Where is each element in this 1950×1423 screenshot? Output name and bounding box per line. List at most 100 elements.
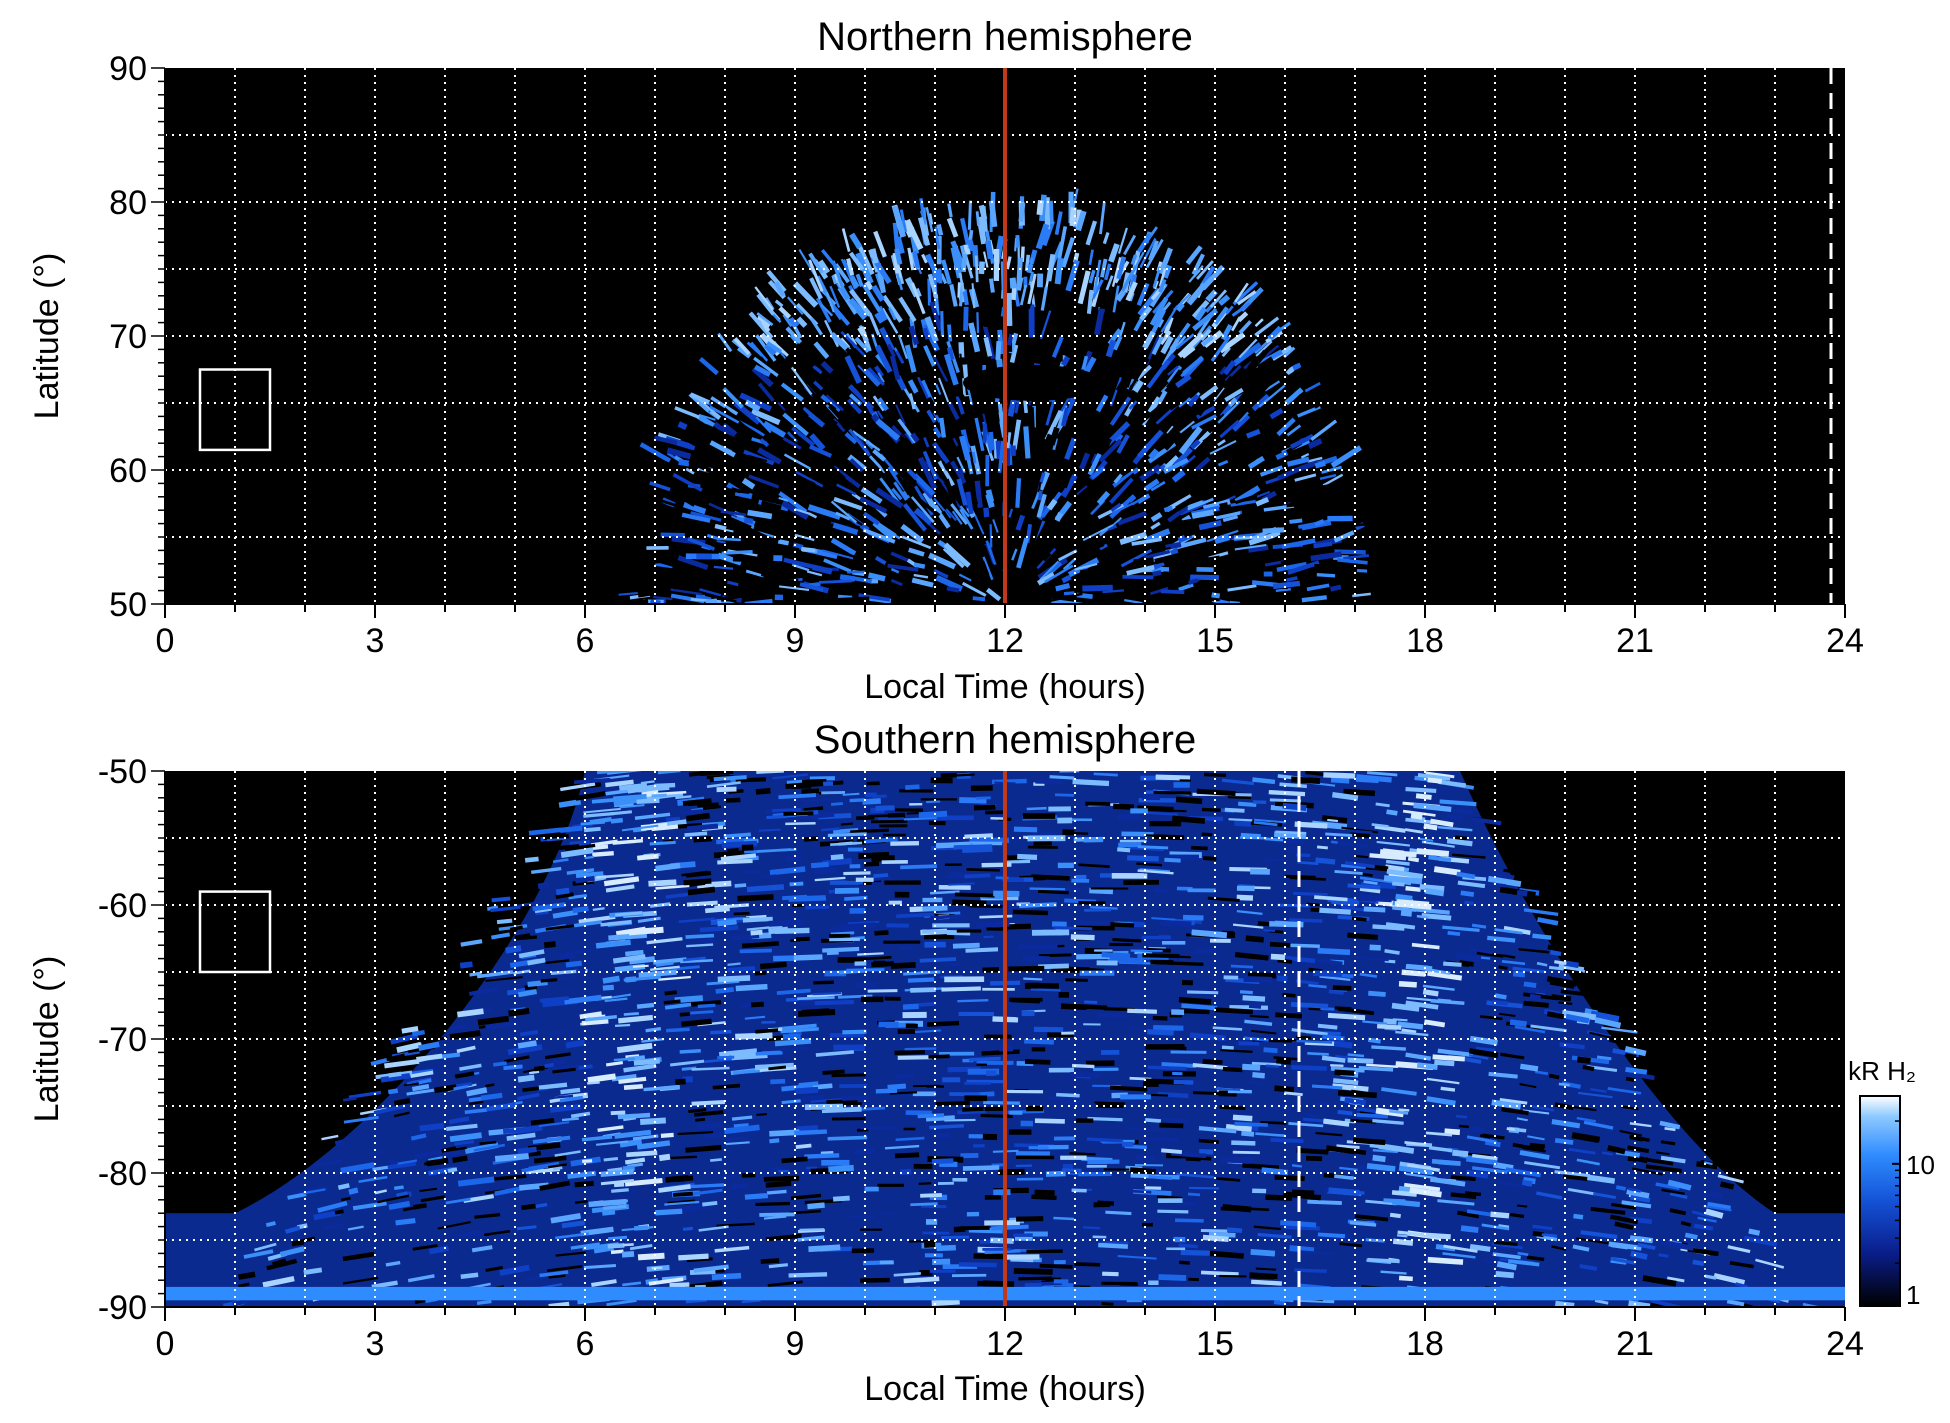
- emission-streak: [981, 560, 990, 576]
- emission-streak: [842, 1094, 869, 1101]
- emission-streak: [975, 211, 980, 226]
- emission-streak: [913, 573, 929, 579]
- emission-streak: [1118, 437, 1140, 457]
- emission-streak: [1385, 859, 1410, 866]
- emission-streak: [603, 1204, 627, 1210]
- emission-streak: [445, 1197, 471, 1205]
- emission-streak: [760, 874, 777, 879]
- emission-streak: [959, 505, 970, 518]
- emission-streak: [1051, 598, 1083, 604]
- emission-streak: [460, 1272, 479, 1280]
- emission-streak: [629, 1243, 653, 1251]
- emission-streak: [1109, 377, 1122, 407]
- emission-streak: [1590, 1010, 1620, 1022]
- emission-streak: [1036, 493, 1047, 518]
- emission-streak: [552, 1164, 563, 1171]
- emission-streak: [637, 1252, 665, 1261]
- emission-streak: [1314, 1101, 1330, 1107]
- emission-streak: [1054, 257, 1064, 285]
- emission-streak: [1642, 1275, 1677, 1287]
- emission-streak: [486, 1102, 516, 1112]
- emission-streak: [1404, 828, 1423, 834]
- emission-streak: [1110, 1085, 1148, 1092]
- emission-streak: [1328, 989, 1344, 995]
- emission-streak: [437, 1220, 471, 1230]
- emission-streak: [1447, 930, 1461, 937]
- emission-streak: [668, 505, 689, 513]
- emission-streak: [393, 1097, 411, 1107]
- dark-patch: [963, 364, 1103, 401]
- emission-streak: [610, 817, 623, 824]
- emission-streak: [923, 323, 940, 352]
- emission-streak: [1368, 990, 1386, 997]
- emission-streak: [1105, 275, 1114, 291]
- emission-streak: [1532, 1224, 1553, 1231]
- emission-streak: [1075, 210, 1087, 232]
- emission-streak: [573, 777, 611, 785]
- emission-streak: [655, 1208, 683, 1216]
- emission-streak: [895, 273, 904, 291]
- emission-streak: [750, 929, 763, 936]
- emission-streak: [1230, 964, 1254, 969]
- emission-streak: [713, 565, 734, 570]
- emission-streak: [1554, 1138, 1574, 1145]
- emission-streak: [613, 1057, 636, 1062]
- emission-streak: [414, 1148, 443, 1160]
- emission-streak: [1017, 853, 1038, 860]
- emission-streak: [352, 1201, 387, 1211]
- emission-streak: [1371, 1045, 1406, 1051]
- emission-streak: [1286, 501, 1307, 508]
- emission-streak: [1191, 414, 1218, 430]
- emission-streak: [545, 924, 574, 931]
- emission-streak: [910, 432, 920, 443]
- emission-streak: [389, 1158, 399, 1166]
- emission-streak: [1558, 963, 1585, 973]
- emission-streak: [1405, 1052, 1432, 1061]
- emission-streak: [741, 1299, 761, 1304]
- emission-streak: [1577, 1091, 1613, 1099]
- emission-streak: [1109, 396, 1132, 426]
- emission-streak: [1356, 774, 1392, 783]
- emission-streak: [963, 306, 969, 331]
- emission-streak: [1217, 400, 1241, 424]
- emission-streak: [902, 1003, 919, 1010]
- emission-streak: [1294, 1268, 1327, 1274]
- emission-streak: [1190, 1299, 1224, 1307]
- emission-streak: [748, 474, 780, 489]
- emission-streak: [735, 416, 765, 437]
- emission-streak: [637, 589, 652, 598]
- emission-streak: [932, 427, 943, 439]
- emission-streak: [649, 481, 671, 492]
- emission-streak: [658, 1153, 671, 1162]
- emission-streak: [1372, 924, 1405, 931]
- emission-streak: [690, 1188, 723, 1196]
- emission-streak: [603, 876, 640, 887]
- emission-streak: [660, 1132, 674, 1139]
- emission-streak: [396, 1041, 423, 1053]
- emission-streak: [777, 516, 805, 533]
- emission-streak: [965, 573, 988, 594]
- emission-streak: [931, 1298, 960, 1307]
- emission-streak: [1132, 379, 1144, 393]
- emission-streak: [1508, 1259, 1540, 1267]
- emission-streak: [696, 1122, 725, 1130]
- emission-streak: [1287, 560, 1320, 575]
- emission-streak: [618, 1076, 647, 1084]
- emission-streak: [1053, 1216, 1075, 1221]
- emission-streak: [1344, 860, 1375, 869]
- emission-streak: [1072, 778, 1110, 787]
- emission-streak: [1167, 406, 1187, 425]
- emission-streak: [1439, 799, 1477, 807]
- emission-streak: [1232, 1150, 1260, 1155]
- emission-streak: [675, 486, 686, 495]
- emission-streak: [983, 302, 990, 328]
- emission-streak: [1083, 1226, 1100, 1230]
- emission-streak: [967, 239, 976, 252]
- emission-streak: [1079, 563, 1112, 574]
- emission-streak: [1565, 1013, 1590, 1024]
- emission-streak: [605, 779, 634, 788]
- emission-streak: [517, 989, 538, 998]
- emission-streak: [1241, 507, 1252, 514]
- emission-streak: [941, 259, 952, 285]
- emission-streak: [1277, 468, 1297, 481]
